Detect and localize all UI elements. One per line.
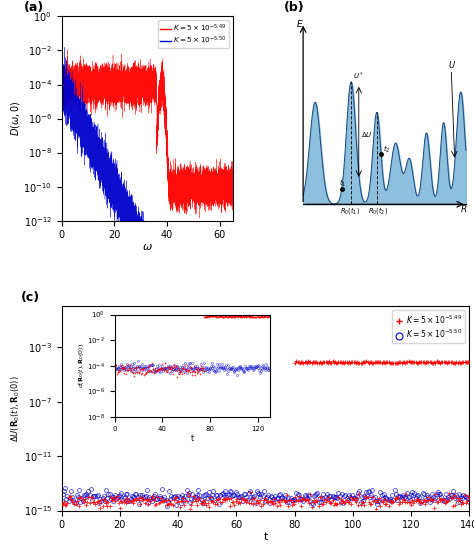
Text: R: R (461, 205, 467, 215)
Text: $t_1$: $t_1$ (339, 178, 346, 189)
Text: (a): (a) (24, 2, 44, 14)
Text: $t_2$: $t_2$ (383, 144, 390, 155)
Y-axis label: $D(\omega, 0)$: $D(\omega, 0)$ (9, 101, 22, 136)
Text: $\Delta U$: $\Delta U$ (361, 130, 373, 139)
Text: U: U (449, 60, 455, 70)
Legend: $K = 5 \times 10^{-5.49}$, $K = 5 \times 10^{-5.50}$: $K = 5 \times 10^{-5.49}$, $K = 5 \times… (158, 20, 229, 48)
Y-axis label: $\Delta U(\mathbf{R}_0(t), \mathbf{R}_0(0))$: $\Delta U(\mathbf{R}_0(t), \mathbf{R}_0(… (9, 375, 22, 442)
X-axis label: t: t (263, 531, 268, 542)
Text: (b): (b) (284, 2, 305, 14)
Text: (c): (c) (21, 292, 40, 304)
Text: $R_0(t_2)$: $R_0(t_2)$ (367, 205, 388, 216)
Text: $U^*$: $U^*$ (353, 71, 364, 82)
X-axis label: $\omega$: $\omega$ (142, 242, 153, 252)
Legend: $K = 5 \times 10^{-5.49}$, $K = 5 \times 10^{-5.50}$: $K = 5 \times 10^{-5.49}$, $K = 5 \times… (392, 310, 465, 344)
Text: E: E (297, 20, 302, 29)
Text: $R_0(t_1)$: $R_0(t_1)$ (340, 205, 360, 216)
